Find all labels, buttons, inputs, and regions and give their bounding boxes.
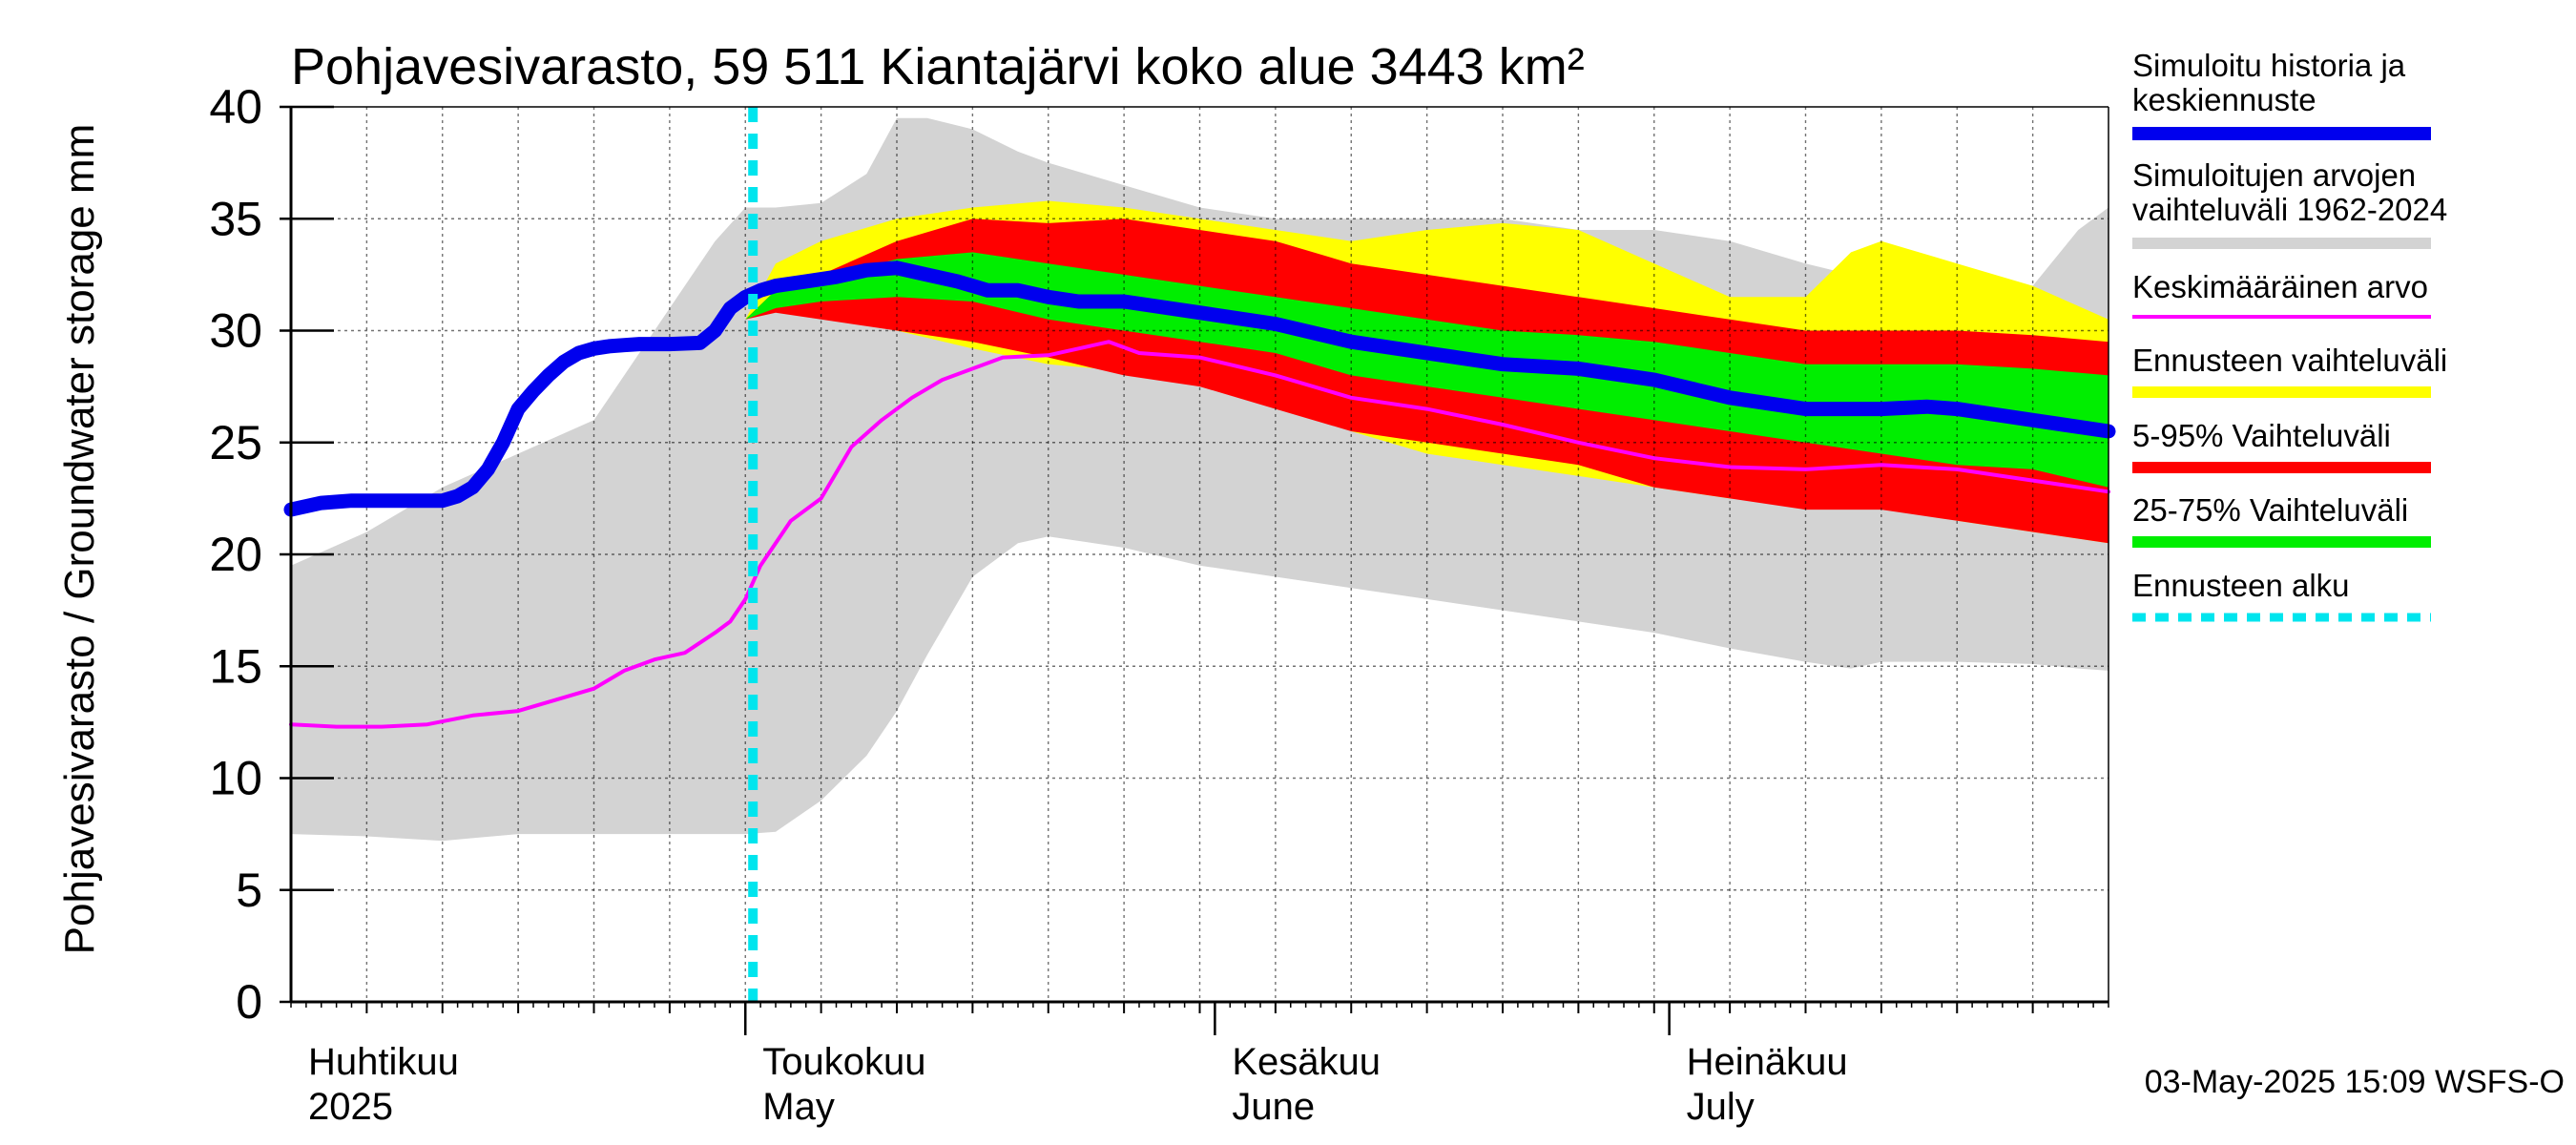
legend-label: Keskimääräinen arvo	[2132, 269, 2428, 304]
series-lines	[283, 107, 2116, 1002]
mean-line	[289, 340, 2110, 729]
y-tick-label: 35	[209, 192, 262, 245]
legend-label: 5-95% Vaihteluväli	[2132, 418, 2391, 453]
y-tick-label: 10	[209, 752, 262, 805]
month-label-secondary: June	[1232, 1086, 1315, 1128]
legend-label: Simuloitujen arvojen	[2132, 157, 2416, 193]
legend-label: 25-75% Vaihteluväli	[2132, 492, 2408, 528]
month-label: Kesäkuu	[1232, 1041, 1381, 1083]
axes: 0510152025303540Huhtikuu2025ToukokuuMayK…	[209, 80, 2109, 1128]
month-label-secondary: 2025	[308, 1086, 393, 1128]
gridlines	[291, 107, 2109, 1002]
y-tick-label: 20	[209, 528, 262, 581]
month-label-secondary: May	[762, 1086, 835, 1128]
y-tick-label: 30	[209, 304, 262, 358]
month-label: Toukokuu	[762, 1041, 925, 1083]
month-label: Huhtikuu	[308, 1041, 459, 1083]
y-tick-label: 25	[209, 416, 262, 469]
legend-label: Simuloitu historia ja	[2132, 48, 2406, 83]
legend-label: Ennusteen alku	[2132, 568, 2350, 603]
legend-item: Keskimääräinen arvo	[2132, 269, 2431, 319]
y-tick-label: 40	[209, 80, 262, 134]
chart-title: Pohjavesivarasto, 59 511 Kiantajärvi kok…	[291, 38, 1585, 95]
legend-item: 5-95% Vaihteluväli	[2132, 418, 2431, 473]
y-tick-label: 15	[209, 639, 262, 693]
month-label-secondary: July	[1687, 1086, 1755, 1128]
y-tick-label: 5	[236, 864, 262, 917]
y-tick-label: 0	[236, 975, 262, 1029]
legend-label: Ennusteen vaihteluväli	[2132, 343, 2447, 378]
y-axis-label: Pohjavesivarasto / Groundwater storage m…	[56, 124, 103, 955]
legend-label-cont: keskiennuste	[2132, 82, 2316, 117]
month-label: Heinäkuu	[1687, 1041, 1848, 1083]
legend-item: Ennusteen vaihteluväli	[2132, 343, 2447, 398]
legend-item: Ennusteen alku	[2132, 568, 2431, 622]
timestamp-footer: 03-May-2025 15:09 WSFS-O	[2145, 1064, 2565, 1100]
legend-label-cont: vaihteluväli 1962-2024	[2132, 192, 2447, 227]
simulated-history-line	[283, 260, 2116, 517]
legend-item: 25-75% Vaihteluväli	[2132, 492, 2431, 548]
legend: Simuloitu historia jakeskiennusteSimuloi…	[2132, 48, 2447, 622]
